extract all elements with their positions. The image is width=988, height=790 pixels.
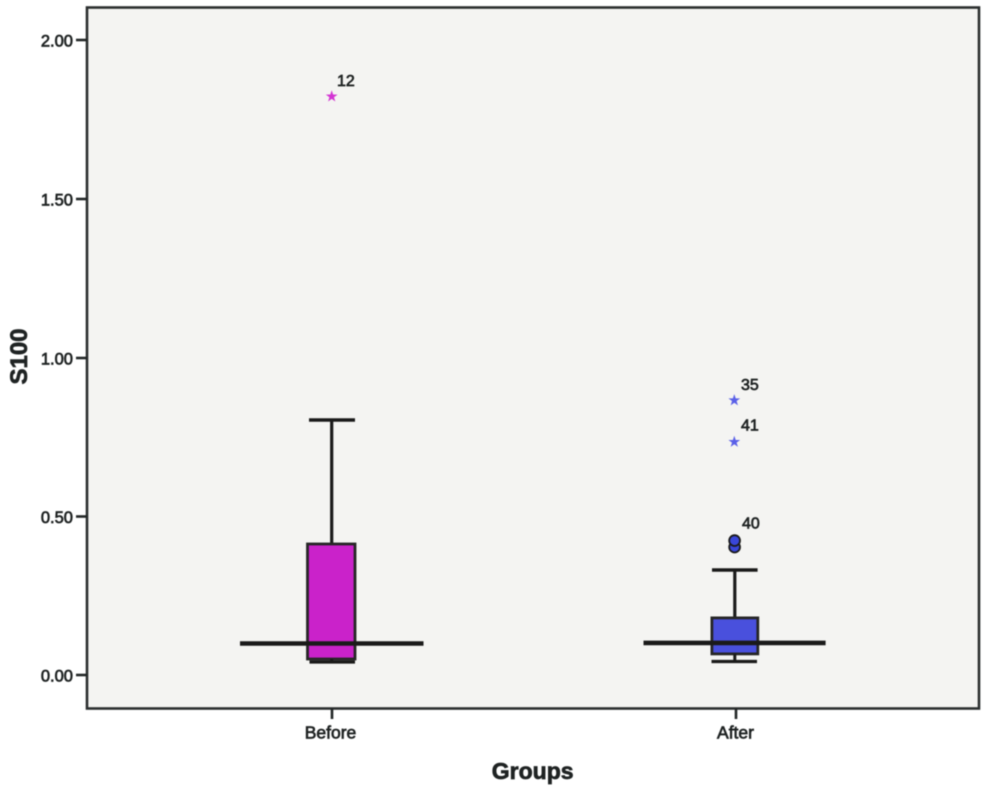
svg-text:1.00: 1.00: [41, 351, 73, 369]
svg-text:0.50: 0.50: [41, 509, 73, 527]
svg-text:41: 41: [741, 418, 759, 435]
svg-text:35: 35: [741, 377, 759, 394]
svg-text:1.50: 1.50: [41, 192, 73, 210]
svg-text:After: After: [717, 723, 754, 743]
svg-text:Groups: Groups: [492, 758, 574, 784]
svg-text:12: 12: [337, 73, 355, 90]
svg-text:0.00: 0.00: [41, 668, 73, 686]
svg-text:2.00: 2.00: [41, 33, 73, 51]
svg-text:40: 40: [742, 516, 760, 533]
svg-text:S100: S100: [6, 328, 33, 384]
svg-text:Before: Before: [305, 723, 357, 743]
